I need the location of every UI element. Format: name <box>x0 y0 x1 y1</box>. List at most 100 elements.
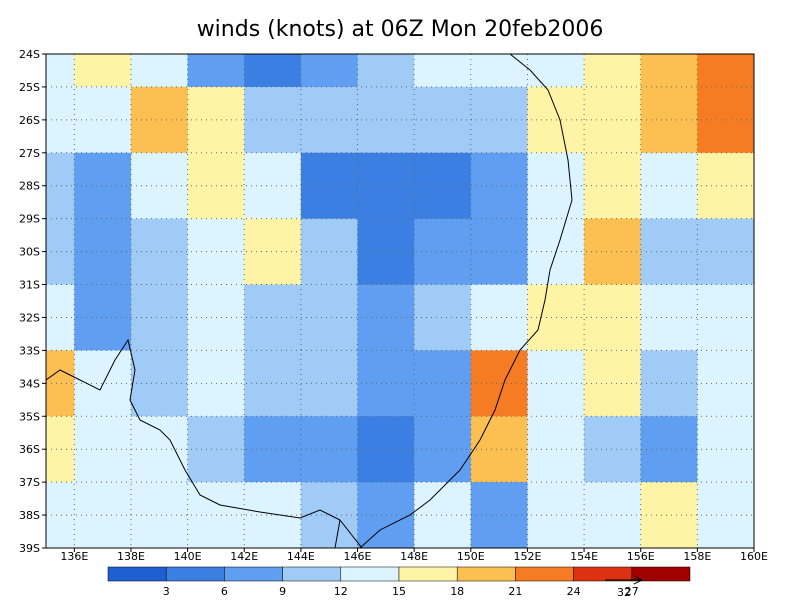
speed-cell <box>300 54 359 88</box>
speed-cell <box>527 54 585 88</box>
x-tick-label: 138E <box>117 550 145 563</box>
colorbar-label: 27 <box>625 585 639 598</box>
y-tick-label: 35S <box>19 410 40 423</box>
speed-cell <box>584 416 642 483</box>
x-tick-label: 160E <box>740 550 768 563</box>
speed-cell <box>697 284 754 351</box>
speed-cell <box>697 152 754 220</box>
speed-cell <box>74 218 132 286</box>
speed-cell <box>584 54 642 88</box>
y-tick-label: 28S <box>19 180 40 193</box>
speed-cell <box>414 54 472 88</box>
x-tick-label: 156E <box>627 550 655 563</box>
speed-cell <box>470 86 528 154</box>
speed-cell <box>46 152 75 220</box>
y-tick-label: 37S <box>19 476 40 489</box>
speed-cell <box>640 86 698 154</box>
y-tick-label: 33S <box>19 344 40 357</box>
y-tick-label: 31S <box>19 279 40 292</box>
speed-cell <box>470 350 528 417</box>
y-tick-label: 32S <box>19 311 40 324</box>
speed-cell <box>300 152 359 220</box>
speed-cell <box>46 482 75 548</box>
chart-title: winds (knots) at 06Z Mon 20feb2006 <box>197 17 604 42</box>
y-tick-label: 29S <box>19 213 40 226</box>
speed-cell <box>584 152 642 220</box>
y-tick-label: 30S <box>19 246 40 259</box>
coastline <box>46 54 573 548</box>
colorbar-label: 6 <box>221 585 228 598</box>
y-tick-label: 27S <box>19 147 40 160</box>
speed-cell <box>584 284 642 351</box>
speed-cell <box>414 218 472 286</box>
x-tick-label: 146E <box>344 550 372 563</box>
speed-cell <box>300 350 359 417</box>
speed-cell <box>470 218 528 286</box>
colorbar-label: 12 <box>334 585 348 598</box>
speed-cell <box>244 86 302 154</box>
speed-cell <box>300 482 359 548</box>
speed-cell <box>470 416 528 483</box>
speed-cell <box>244 152 302 220</box>
speed-cell <box>300 218 359 286</box>
colorbar: 3 6 9 12 15 18 21 24 27 <box>107 566 691 598</box>
speed-cell <box>187 54 245 88</box>
speed-cell <box>244 416 302 483</box>
x-tick-label: 148E <box>400 550 428 563</box>
colorbar-label: 3 <box>163 585 170 598</box>
speed-cell <box>130 416 189 483</box>
speed-cell <box>244 284 302 351</box>
speed-cell <box>640 54 698 88</box>
speed-cell <box>46 54 75 88</box>
speed-cell <box>130 86 189 154</box>
speed-cell <box>74 284 132 351</box>
speed-cell <box>130 284 189 351</box>
speed-cell <box>244 218 302 286</box>
colorbar-label: 21 <box>508 585 522 598</box>
speed-cell <box>470 284 528 351</box>
speed-cell <box>640 350 698 417</box>
colorbar-label: 24 <box>567 585 581 598</box>
y-tick-label: 34S <box>19 377 40 390</box>
speed-cell <box>584 86 642 154</box>
colorbar-label: 15 <box>392 585 406 598</box>
speed-cell <box>46 416 75 483</box>
colorbar-cell <box>398 566 458 582</box>
colorbar-cell <box>573 566 633 582</box>
x-tick-label: 158E <box>683 550 711 563</box>
speed-cell <box>46 284 75 351</box>
y-tick-label: 39S <box>19 542 40 555</box>
speed-cell <box>414 284 472 351</box>
speed-cell <box>74 482 132 548</box>
colorbar-cell <box>340 566 400 582</box>
colorbar-label: 18 <box>450 585 464 598</box>
speed-cell <box>74 86 132 154</box>
speed-cell <box>130 218 189 286</box>
speed-cell <box>584 350 642 417</box>
speed-cell <box>697 482 754 548</box>
reference-arrow-head <box>633 575 643 585</box>
colorbar-cell <box>282 566 342 582</box>
colorbar-cell <box>165 566 225 582</box>
speed-cell <box>697 218 754 286</box>
y-tick-label: 38S <box>19 509 40 522</box>
speed-cell <box>244 350 302 417</box>
wind-field <box>46 54 754 548</box>
speed-cell <box>414 350 472 417</box>
speed-cell <box>470 152 528 220</box>
y-tick-label: 26S <box>19 114 40 127</box>
speed-cell <box>300 86 359 154</box>
x-tick-label: 136E <box>60 550 88 563</box>
speed-cell <box>300 416 359 483</box>
speed-cell <box>697 54 754 88</box>
speed-cell <box>244 54 302 88</box>
speed-cell <box>46 218 75 286</box>
y-tick-label: 24S <box>19 48 40 61</box>
speed-cell <box>244 482 302 548</box>
speed-cell <box>46 350 75 417</box>
speed-cell <box>130 482 189 548</box>
speed-cell <box>640 218 698 286</box>
colorbar-cell <box>224 566 283 582</box>
x-tick-label: 154E <box>570 550 598 563</box>
